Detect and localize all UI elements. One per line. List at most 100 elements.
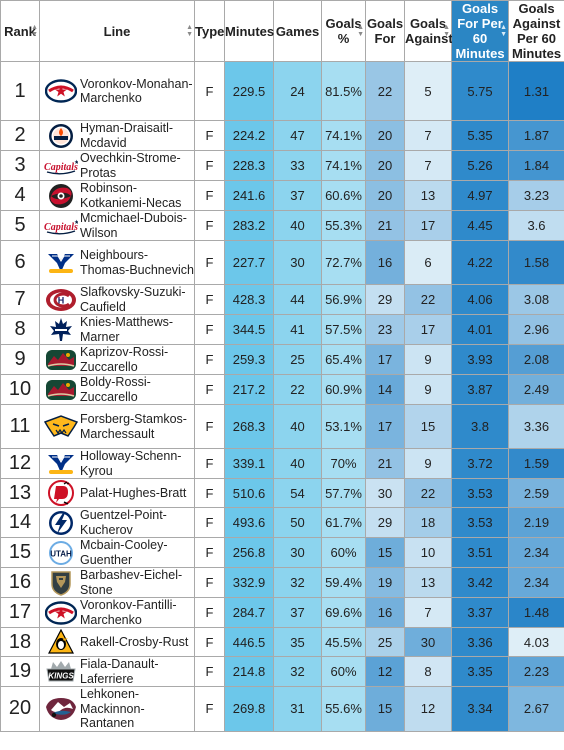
table-row: 8 Knies-Matthews-Marner F 344.5 41 57.5% 23 17 4… (0, 314, 564, 345)
line-cell: Holloway-Schenn-Kyrou (39, 448, 195, 479)
header-ga60-label: Goals Against Per 60 Minutes (511, 1, 562, 61)
gf60-cell: 5.35 (451, 120, 509, 151)
header-rank[interactable]: Rank ▲ ▼ (0, 0, 40, 62)
table-row: 1 Voronkov-Monahan-Marchenko F 229.5 24 81.5%… (0, 61, 564, 121)
minutes-cell: 229.5 (224, 61, 274, 121)
gf60-cell: 3.8 (451, 404, 509, 449)
minutes-cell: 283.2 (224, 210, 274, 241)
header-goals-for[interactable]: Goals For (365, 0, 405, 62)
games-cell: 33 (273, 150, 322, 181)
header-games[interactable]: Games (273, 0, 322, 62)
goals-pct-cell: 55.3% (321, 210, 366, 241)
table-row: 20 Lehkonen-Mackinnon-Rantanen F 269.8 31 55.… (0, 686, 564, 732)
hurricanes-logo-icon (44, 183, 78, 209)
blue-jackets-logo-icon (44, 600, 78, 626)
sort-arrows-icon: ▲ ▼ (31, 24, 38, 38)
svg-text:H: H (58, 295, 65, 305)
line-name: Neighbours-Thomas-Buchnevich (80, 248, 194, 277)
ga60-cell: 3.08 (508, 284, 564, 315)
goals-pct-cell: 60% (321, 656, 366, 687)
gf60-cell: 3.87 (451, 374, 509, 405)
goals-for-cell: 16 (365, 597, 405, 628)
ga60-cell: 1.48 (508, 597, 564, 628)
type-cell: F (194, 374, 225, 405)
goals-against-cell: 18 (404, 507, 452, 538)
goals-for-cell: 20 (365, 150, 405, 181)
goals-against-cell: 9 (404, 374, 452, 405)
type-cell: F (194, 686, 225, 732)
type-cell: F (194, 314, 225, 345)
table-row: 19 KINGS Fiala-Danault-Laferriere F 214.8 32 6… (0, 656, 564, 687)
type-cell: F (194, 656, 225, 687)
rank-cell: 9 (0, 344, 40, 375)
rank-cell: 20 (0, 686, 40, 732)
sort-arrows-icon: ▲ ▼ (500, 24, 507, 38)
header-goals-pct[interactable]: Goals % ▲ ▼ (321, 0, 366, 62)
header-ga60[interactable]: Goals Against Per 60 Minutes (508, 0, 564, 62)
maple-leafs-logo-icon (44, 317, 78, 343)
rank-cell: 15 (0, 537, 40, 568)
line-name: Mcmichael-Dubois-Wilson (80, 211, 187, 240)
line-cell: Voronkov-Monahan-Marchenko (39, 61, 195, 121)
games-cell: 25 (273, 344, 322, 375)
line-cell: Barbashev-Eichel-Stone (39, 567, 195, 598)
goals-pct-cell: 57.5% (321, 314, 366, 345)
minutes-cell: 259.3 (224, 344, 274, 375)
line-name: Boldy-Rossi-Zuccarello (80, 375, 151, 404)
table-row: 4 Robinson-Kotkaniemi-Necas F 241.6 37 60.6% 2… (0, 180, 564, 211)
table-row: 5 Capitals ★ Mcmichael-Dubois-Wilson F 283.2 4… (0, 210, 564, 241)
line-cell: H Slafkovsky-Suzuki-Caufield (39, 284, 195, 315)
goals-against-cell: 9 (404, 344, 452, 375)
line-name: Robinson-Kotkaniemi-Necas (80, 181, 182, 210)
ga60-cell: 1.87 (508, 120, 564, 151)
ga60-cell: 2.34 (508, 567, 564, 598)
games-cell: 32 (273, 567, 322, 598)
goals-for-cell: 23 (365, 314, 405, 345)
header-line[interactable]: Line ▲ ▼ (39, 0, 195, 62)
ga60-cell: 2.49 (508, 374, 564, 405)
ga60-cell: 2.59 (508, 478, 564, 508)
line-cell: Boldy-Rossi-Zuccarello (39, 374, 195, 405)
header-type[interactable]: Type (194, 0, 225, 62)
gf60-cell: 4.06 (451, 284, 509, 315)
games-cell: 54 (273, 478, 322, 508)
goals-pct-cell: 61.7% (321, 507, 366, 538)
ga60-cell: 2.96 (508, 314, 564, 345)
goals-pct-cell: 55.6% (321, 686, 366, 732)
goals-for-cell: 12 (365, 656, 405, 687)
devils-logo-icon (44, 480, 78, 506)
rank-cell: 1 (0, 61, 40, 121)
rank-cell: 3 (0, 150, 40, 181)
header-gf60[interactable]: Goals For Per 60 Minutes ▲ ▼ (451, 0, 509, 62)
table-row: 9 Kaprizov-Rossi-Zuccarello F 259.3 25 65.4% 1… (0, 344, 564, 375)
goals-pct-cell: 45.5% (321, 627, 366, 657)
gf60-cell: 3.35 (451, 656, 509, 687)
type-cell: F (194, 344, 225, 375)
ga60-cell: 1.31 (508, 61, 564, 121)
minutes-cell: 284.7 (224, 597, 274, 628)
goals-against-cell: 8 (404, 656, 452, 687)
line-cell: UTAH Mcbain-Cooley-Guenther (39, 537, 195, 568)
goals-against-cell: 6 (404, 240, 452, 285)
penguins-logo-icon (44, 629, 78, 655)
table-row: 6 Neighbours-Thomas-Buchnevich F 227.7 30 72.… (0, 240, 564, 285)
goals-against-cell: 22 (404, 284, 452, 315)
header-goals-against[interactable]: Goals Against ▲ ▼ (404, 0, 453, 62)
games-cell: 40 (273, 210, 322, 241)
header-rank-label: Rank (4, 23, 36, 39)
games-cell: 22 (273, 374, 322, 405)
goals-pct-cell: 70% (321, 448, 366, 479)
wild-logo-icon (44, 377, 78, 403)
rank-cell: 14 (0, 507, 40, 538)
ga60-cell: 3.36 (508, 404, 564, 449)
header-minutes[interactable]: Minutes (224, 0, 274, 62)
goals-for-cell: 17 (365, 404, 405, 449)
goals-for-cell: 22 (365, 61, 405, 121)
gf60-cell: 3.93 (451, 344, 509, 375)
lightning-logo-icon (44, 510, 78, 536)
ga60-cell: 3.6 (508, 210, 564, 241)
minutes-cell: 256.8 (224, 537, 274, 568)
games-cell: 50 (273, 507, 322, 538)
rank-cell: 6 (0, 240, 40, 285)
line-cell: Robinson-Kotkaniemi-Necas (39, 180, 195, 211)
